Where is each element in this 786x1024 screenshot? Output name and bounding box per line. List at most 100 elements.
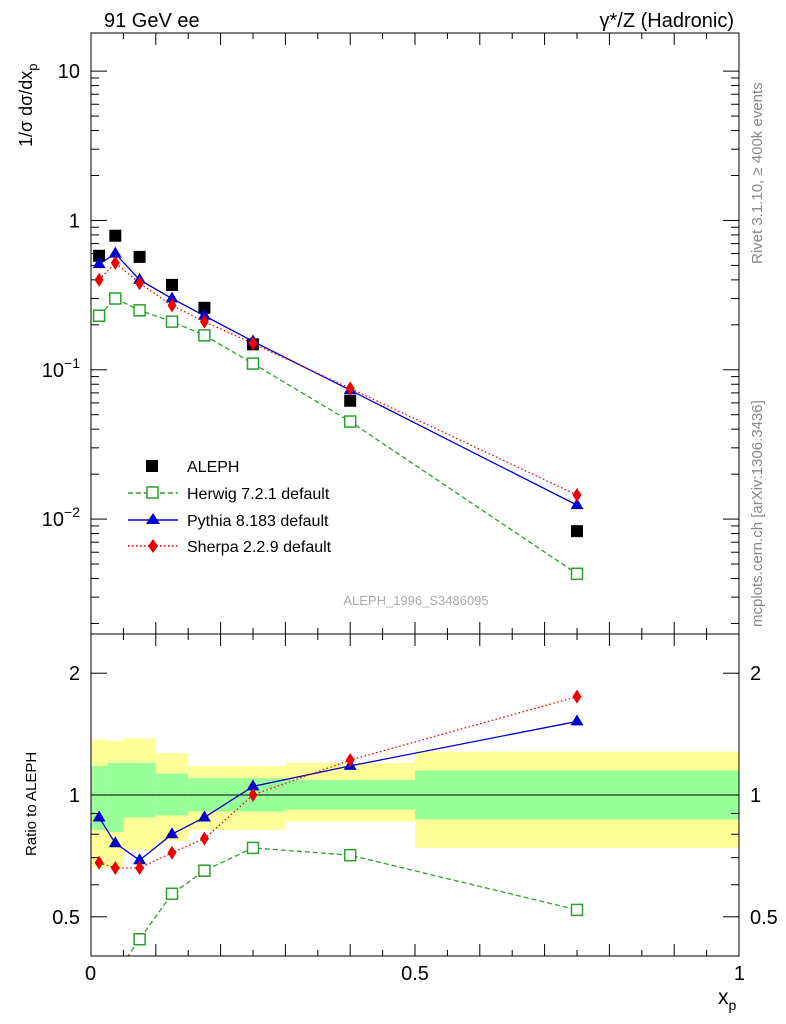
ratio-point-sherpa [572,689,582,704]
ratio-point-pythia [197,810,211,822]
ratio-point-sherpa [110,861,120,876]
main-y-axis-title: 1/σ dσ/dxp [16,64,40,148]
legend-entry-sherpa: Sherpa 2.2.9 default [128,539,332,556]
ratio-point-herwig [570,903,584,917]
ratio-point-herwig [198,864,211,877]
band-inner-1 [107,762,124,833]
main-y-tick-label: 10 [58,61,80,83]
header-right-title: γ*/Z (Hadronic) [600,10,734,32]
ratio-point-herwig [133,933,146,946]
legend-entry-pythia: Pythia 8.183 default [128,513,329,530]
ratio-point-pythia [108,836,122,848]
ratio-y-tick-label-right: 1 [750,785,761,807]
ratio-series-group [92,689,584,956]
main-point-sherpa [135,276,145,291]
ratio-point-sherpa [135,861,145,876]
ratio-point-sherpa [94,855,104,870]
main-point-herwig [570,567,584,581]
x-tick-label: 0.5 [401,963,429,985]
ratio-series-sherpa [94,689,582,876]
main-y-axis-title-sub: p [25,64,40,71]
legend-entry-herwig: Herwig 7.2.1 default [128,486,330,503]
legend-marker-sherpa [148,539,158,553]
main-point-herwig [343,415,357,428]
main-point-data [344,394,357,407]
main-point-sherpa [572,487,582,502]
main-y-axis-title-main: 1/σ dσ/dx [16,71,36,147]
tick-base: 10 [42,509,64,531]
main-y-tick-label: 1 [69,210,80,232]
mcplots-label: mcplots.cern.ch [arXiv:1306.3436] [749,400,766,627]
main-point-data [198,301,211,314]
tick-exponent: −1 [64,355,80,371]
main-line-pythia [98,252,578,506]
uncertainty-bands [91,738,739,869]
main-series-herwig [92,292,584,581]
main-point-sherpa [248,336,258,351]
ratio-y-tick-label-left: 2 [69,663,80,685]
ratio-point-pythia [165,827,179,839]
main-point-herwig [92,309,106,323]
ratio-series-herwig [127,841,584,956]
main-point-pythia [570,498,584,510]
x-tick-label: 0 [85,963,96,985]
analysis-watermark: ALEPH_1996_S3486095 [343,593,488,608]
main-line-herwig [98,297,578,575]
legend: ALEPH Herwig 7.2.1 default Pythia 8.183 … [128,459,332,556]
series-layer [92,229,584,956]
legend-label-pythia: Pythia 8.183 default [187,513,329,530]
ratio-y-tick-label-left: 0.5 [52,907,80,929]
ratio-plot-frame [90,633,740,957]
ratio-point-pythia [92,810,106,822]
main-point-sherpa [199,314,209,329]
ratio-y-tick-label-left: 1 [69,785,80,807]
main-point-herwig [133,304,146,317]
main-point-data [133,250,146,263]
main-point-pythia [165,291,179,303]
main-point-sherpa [94,272,104,287]
legend-label-aleph: ALEPH [187,459,239,476]
band-inner-2 [123,762,156,818]
main-point-data [166,278,178,291]
main-point-sherpa [345,381,355,396]
header-left-title: 91 GeV ee [104,10,200,32]
x-axis-title-main: x [718,986,729,1009]
main-point-pythia [197,308,211,320]
main-point-pythia [108,246,122,258]
main-point-herwig [165,315,179,328]
legend-label-herwig: Herwig 7.2.1 default [187,486,330,503]
main-point-pythia [92,257,106,269]
ratio-y-tick-label-right: 2 [750,663,761,685]
legend-entry-aleph: ALEPH [146,459,239,476]
x-axis-title: xp [718,986,737,1013]
ratio-point-sherpa [167,845,177,860]
ratio-series-pythia [92,714,584,865]
main-y-tick-label: 10−2 [42,504,80,531]
main-point-data [93,249,106,262]
main-point-data [109,229,122,242]
rivet-version-label: Rivet 3.1.10, ≥ 400k events [749,82,766,264]
tick-exponent: −2 [64,504,80,520]
ratio-point-pythia [246,779,260,791]
legend-marker-aleph [146,460,158,472]
main-series-sherpa [94,255,582,502]
ratio-point-herwig [343,848,357,862]
ratio-point-pythia [133,853,147,865]
ratio-point-herwig [246,841,260,855]
main-point-sherpa [167,298,177,313]
legend-label-sherpa: Sherpa 2.2.9 default [187,539,332,556]
ratio-y-axis-title: Ratio to ALEPH [23,752,40,856]
ratio-point-pythia [570,714,584,726]
x-axis-title-sub: p [729,997,737,1013]
ratio-y-tick-label-right: 0.5 [750,907,778,929]
x-tick-label: 1 [734,963,745,985]
ratio-point-herwig [165,887,179,901]
main-point-herwig [198,329,211,342]
main-point-sherpa [110,255,120,270]
ratio-line-herwig [127,847,578,956]
main-y-tick-label: 10−1 [42,355,80,382]
main-line-sherpa [98,261,578,496]
main-point-herwig [109,292,122,305]
ratio-point-sherpa [199,831,209,846]
